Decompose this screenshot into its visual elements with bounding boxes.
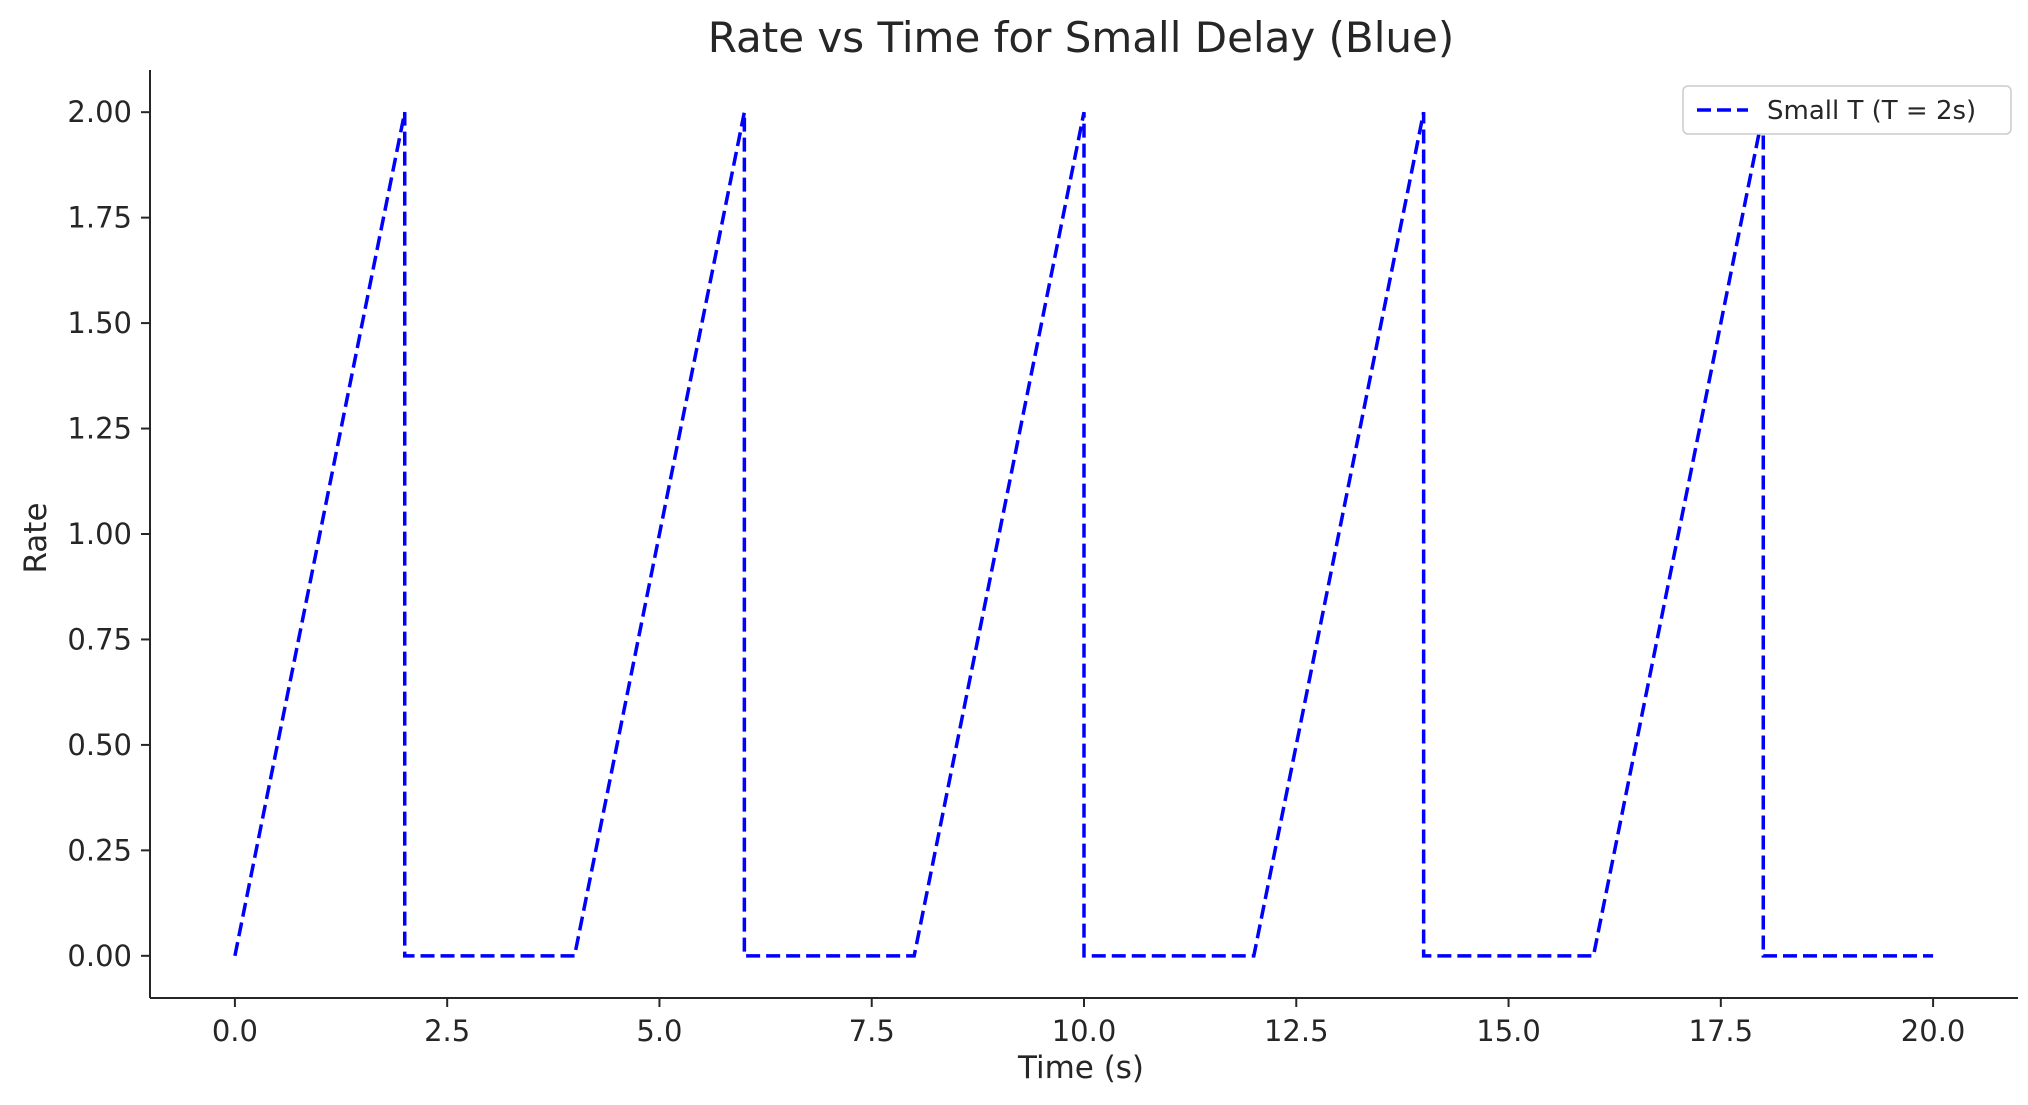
y-tick-label: 1.75 <box>67 201 132 235</box>
y-tick-label: 1.25 <box>67 412 132 446</box>
x-axis-label: Time (s) <box>1017 1050 1144 1086</box>
x-tick-label: 20.0 <box>1901 1014 1966 1048</box>
series-lines <box>233 111 1934 958</box>
y-tick-label: 0.50 <box>67 728 132 762</box>
chart-title: Rate vs Time for Small Delay (Blue) <box>708 13 1454 62</box>
y-axis-ticks: 0.00 0.25 0.50 0.75 1.00 1.25 1.50 1.75 2.00 <box>67 95 150 973</box>
x-tick-label: 17.5 <box>1689 1014 1754 1048</box>
y-tick-label: 0.75 <box>67 622 132 656</box>
y-tick-label: 0.00 <box>67 939 132 973</box>
x-tick-label: 0.0 <box>212 1014 258 1048</box>
y-tick-label: 1.00 <box>67 517 132 551</box>
y-axis-label: Rate <box>18 502 54 573</box>
legend-label: Small T (T = 2s) <box>1767 96 1976 126</box>
series-line <box>233 111 1934 958</box>
legend-box <box>1682 85 2012 135</box>
x-tick-label: 7.5 <box>849 1014 895 1048</box>
y-tick-label: 2.00 <box>67 95 132 129</box>
x-tick-label: 12.5 <box>1264 1014 1329 1048</box>
x-tick-label: 5.0 <box>636 1014 682 1048</box>
x-tick-label: 10.0 <box>1052 1014 1117 1048</box>
x-tick-label: 2.5 <box>424 1014 470 1048</box>
y-tick-label: 0.25 <box>67 833 132 867</box>
x-tick-label: 15.0 <box>1476 1014 1541 1048</box>
x-axis-ticks: 0.0 2.5 5.0 7.5 10.0 12.5 15.0 17.5 20.0 <box>212 998 1966 1048</box>
y-tick-label: 1.50 <box>67 306 132 340</box>
legend: Small T (T = 2s) <box>1682 85 2012 135</box>
